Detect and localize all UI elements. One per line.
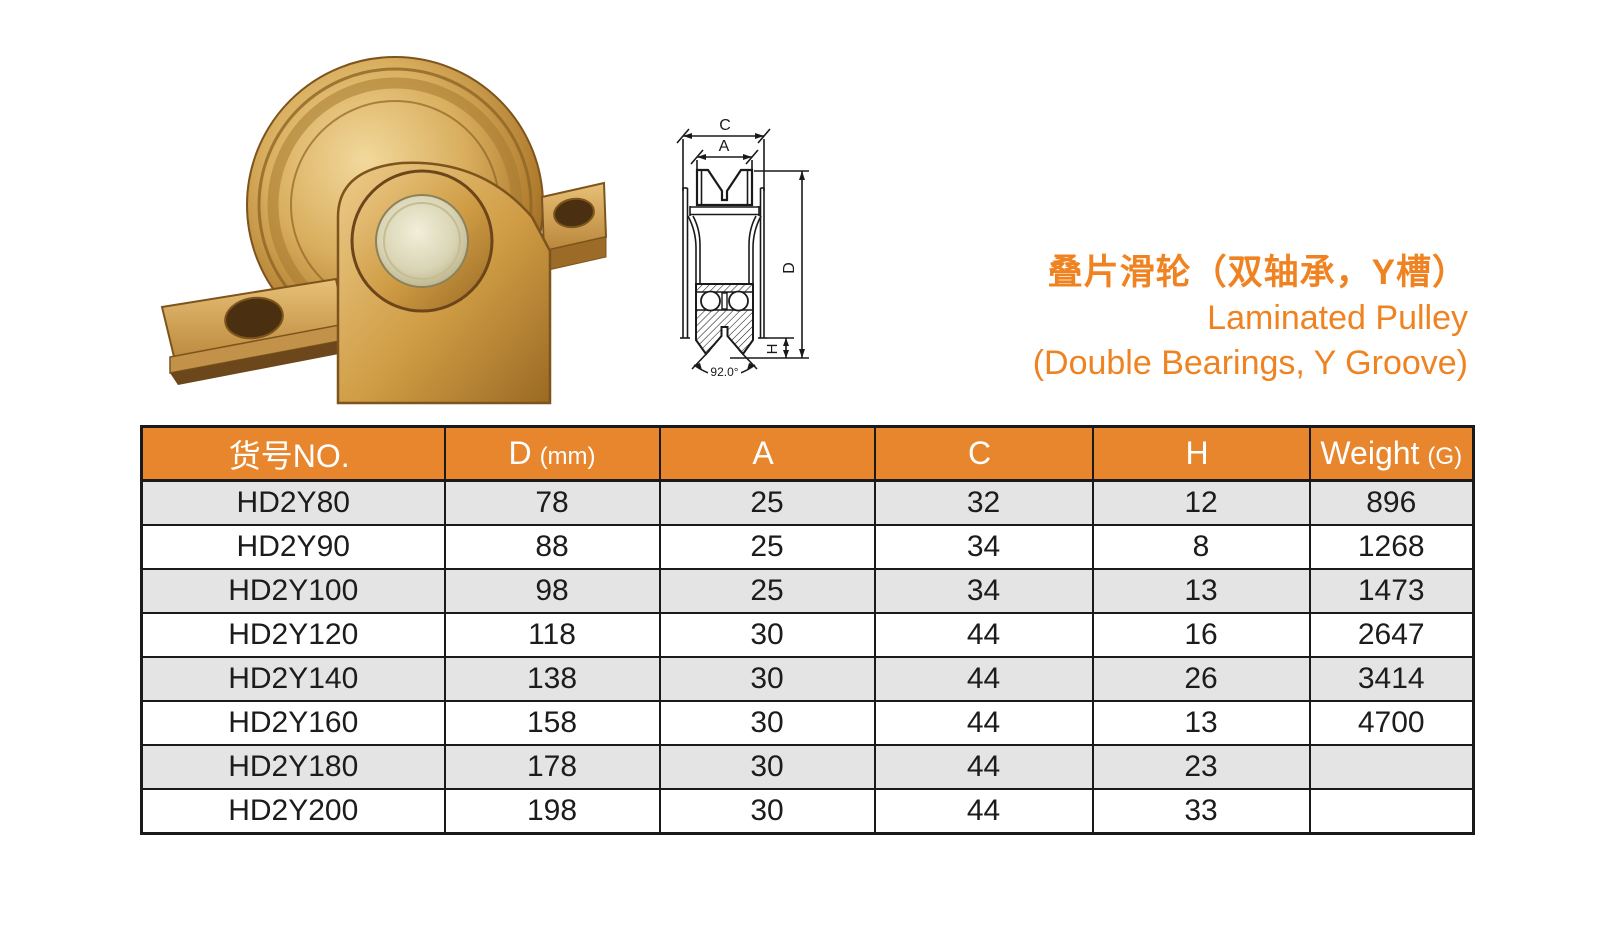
cell-weight: 4700 [1308,700,1475,746]
cell-a: 25 [658,479,876,526]
bearing-right [728,290,749,312]
hub-and-bolt [350,169,494,313]
cell-weight [1308,744,1475,790]
cell-a: 30 [658,656,876,702]
cell-h: 16 [1091,612,1311,658]
cell-c: 34 [873,568,1094,614]
dim-c-label: C [719,117,731,134]
cell-weight: 896 [1308,479,1475,526]
header-a: A [658,425,876,482]
pulley-cross-section [680,168,767,356]
product-title-en-2: (Double Bearings, Y Groove) [1032,344,1468,382]
right-mounting-flange [540,181,608,272]
dimension-c: C [676,117,771,191]
header-h: H [1091,425,1311,482]
bearing-left [700,290,721,312]
cell-c: 44 [873,700,1094,746]
cell-model: HD2Y120 [140,612,446,658]
cell-d: 78 [443,479,661,526]
cell-model: HD2Y160 [140,700,446,746]
header-item-no: 货号NO. [140,425,446,482]
cell-h: 13 [1091,568,1311,614]
spec-table: 货号NO. D (mm) A C H Weight (G) HD2Y80 78 25 32… [140,425,1475,835]
cell-h: 8 [1091,524,1311,570]
cell-a: 25 [658,524,876,570]
dim-h-label: H [764,344,781,355]
cell-h: 12 [1091,479,1311,526]
cell-c: 34 [873,524,1094,570]
header-label: A [752,435,774,471]
technical-diagram: C A [676,117,809,379]
cell-d: 178 [443,744,661,790]
header-label: Weight [1320,435,1420,471]
cell-h: 23 [1091,744,1311,790]
product-title: 叠片滑轮（双轴承，Y槽） Laminated Pulley (Double Be… [700,250,1468,386]
header-label: C [967,435,992,471]
product-title-en-1: Laminated Pulley [1207,299,1468,337]
cell-weight: 1473 [1308,568,1475,614]
cell-model: HD2Y90 [140,524,446,570]
dim-a-label: A [719,138,730,155]
cell-weight: 1268 [1308,524,1475,570]
table-row: HD2Y120 118 30 44 16 2647 [140,612,1475,658]
angle-label: 92.0° [710,365,738,379]
left-mounting-flange [160,277,350,367]
cell-c: 44 [873,744,1094,790]
cell-model: HD2Y200 [140,788,446,835]
header-unit: (mm) [539,443,596,470]
dimension-d: D [730,170,809,359]
header-label: 货号NO. [228,437,350,474]
table-row: HD2Y140 138 30 44 26 3414 [140,656,1475,702]
header-unit: (G) [1427,443,1463,470]
cell-a: 30 [658,700,876,746]
product-photo [160,56,608,405]
cell-a: 25 [658,568,876,614]
cell-weight: 2647 [1308,612,1475,658]
dim-d-label: D [781,262,798,274]
cell-d: 158 [443,700,661,746]
cell-c: 44 [873,788,1094,835]
cell-h: 13 [1091,700,1311,746]
table-row: HD2Y80 78 25 32 12 896 [140,479,1475,526]
cell-d: 98 [443,568,661,614]
cell-c: 32 [873,479,1094,526]
header-d: D (mm) [443,425,661,482]
product-title-zh: 叠片滑轮（双轴承，Y槽） [1047,253,1468,292]
cell-h: 33 [1091,788,1311,835]
dimension-h: H [764,337,794,358]
table-row: HD2Y200 198 30 44 33 [140,788,1475,835]
table-row: HD2Y160 158 30 44 13 4700 [140,700,1475,746]
cell-a: 30 [658,744,876,790]
header-row: 货号NO. D (mm) A C H Weight (G) [140,425,1475,482]
cell-a: 30 [658,612,876,658]
header-c: C [873,425,1094,482]
header-weight: Weight (G) [1308,425,1475,482]
cell-d: 138 [443,656,661,702]
table-row: HD2Y180 178 30 44 23 [140,744,1475,790]
angle-annotation: 92.0° [691,349,758,379]
cell-d: 88 [443,524,661,570]
cell-model: HD2Y80 [140,479,446,526]
cell-d: 198 [443,788,661,835]
cell-c: 44 [873,656,1094,702]
cell-h: 26 [1091,656,1311,702]
cell-model: HD2Y180 [140,744,446,790]
table-row: HD2Y90 88 25 34 8 1268 [140,524,1475,570]
cell-d: 118 [443,612,661,658]
cell-a: 30 [658,788,876,835]
cell-model: HD2Y100 [140,568,446,614]
header-label: H [1185,435,1209,471]
cell-c: 44 [873,612,1094,658]
cell-weight: 3414 [1308,656,1475,702]
table-row: HD2Y100 98 25 34 13 1473 [140,568,1475,614]
cell-weight [1308,788,1475,835]
cell-model: HD2Y140 [140,656,446,702]
header-label: D [508,435,532,471]
